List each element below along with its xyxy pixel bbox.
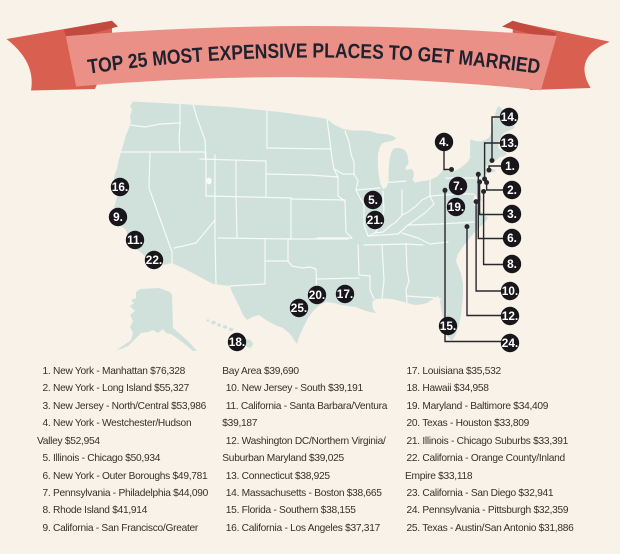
svg-text:3.: 3. — [507, 207, 517, 221]
svg-text:8.: 8. — [507, 257, 517, 271]
svg-text:16.: 16. — [112, 180, 128, 194]
svg-text:25.: 25. — [291, 301, 307, 315]
svg-text:1.: 1. — [505, 159, 515, 173]
svg-text:4.: 4. — [439, 135, 449, 149]
svg-text:21.: 21. — [367, 213, 383, 227]
svg-text:6.: 6. — [507, 231, 517, 245]
svg-text:5.: 5. — [368, 193, 378, 207]
svg-text:7.: 7. — [453, 179, 463, 193]
svg-text:10.: 10. — [502, 284, 518, 298]
svg-text:2.: 2. — [507, 183, 517, 197]
svg-text:20.: 20. — [309, 288, 325, 302]
svg-text:18.: 18. — [229, 335, 245, 349]
svg-text:22.: 22. — [146, 253, 162, 267]
svg-text:9.: 9. — [113, 210, 123, 224]
svg-text:12.: 12. — [502, 309, 518, 323]
svg-text:15.: 15. — [440, 319, 456, 333]
svg-text:11.: 11. — [127, 233, 143, 247]
svg-text:24.: 24. — [502, 336, 518, 350]
svg-text:14.: 14. — [501, 110, 517, 124]
svg-text:19.: 19. — [448, 200, 464, 214]
svg-text:17.: 17. — [337, 287, 353, 301]
svg-text:13.: 13. — [501, 136, 517, 150]
